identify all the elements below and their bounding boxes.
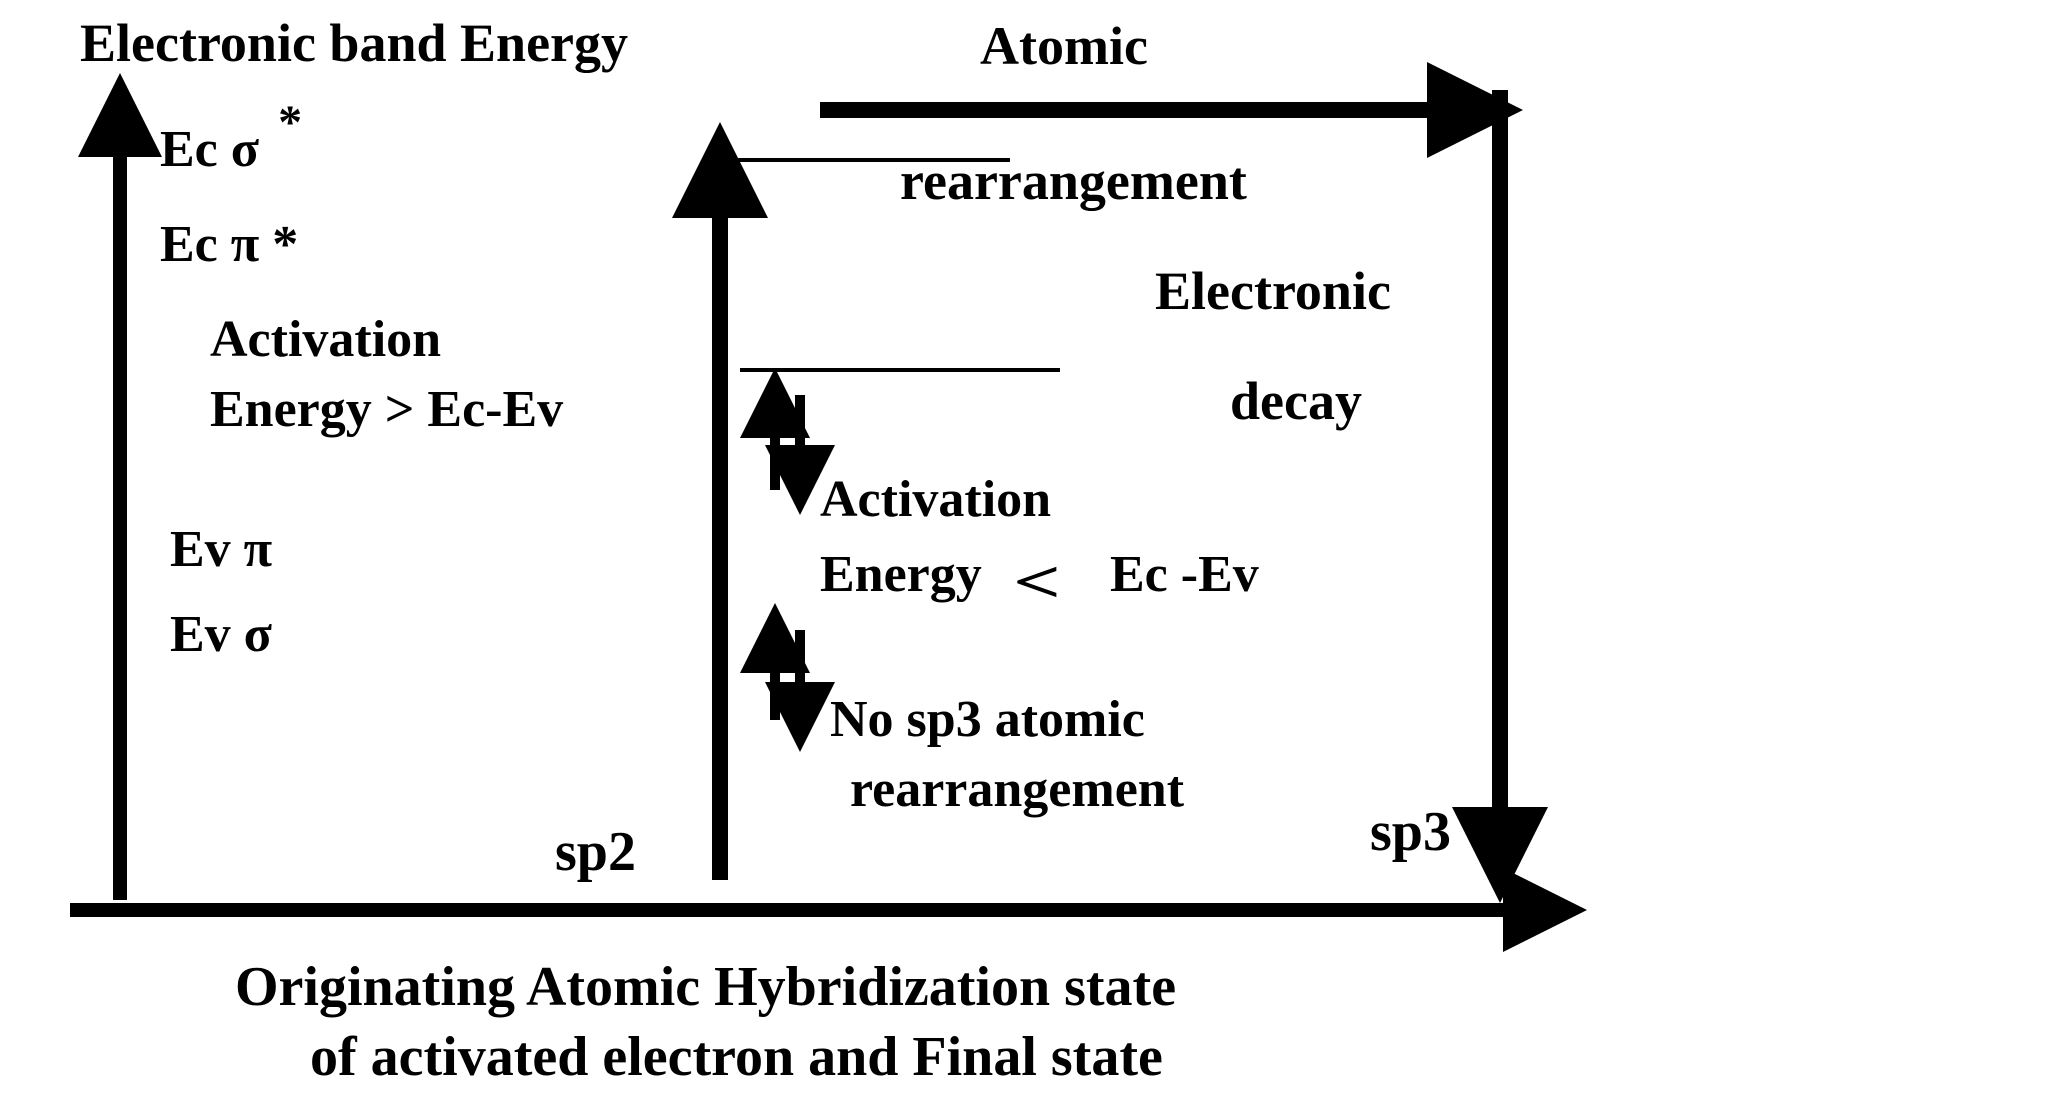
no-sp3-line2: rearrangement (850, 760, 1184, 819)
ev-pi-label: Ev π (170, 520, 272, 579)
activation-mid-line2b: Ec -Ev (1110, 545, 1259, 604)
rearrangement-top-label: rearrangement (900, 150, 1247, 212)
no-sp3-line1: No sp3 atomic (830, 690, 1145, 749)
lt-symbol: < (1013, 548, 1061, 617)
atomic-top-label: Atomic (980, 15, 1148, 77)
ec-sigma-text: Ec σ (160, 121, 259, 178)
activation-left-line2: Energy > Ec-Ev (210, 380, 563, 439)
x-axis-title-line2: of activated electron and Final state (310, 1025, 1163, 1089)
ec-sigma-star-label: Ec σ * (160, 120, 296, 179)
y-axis-title: Electronic band Energy (80, 12, 628, 74)
activation-left-line1: Activation (210, 310, 441, 369)
sp3-label: sp3 (1370, 800, 1451, 864)
ev-sigma-label: Ev σ (170, 605, 272, 664)
activation-mid-line2a: Energy (820, 545, 982, 604)
x-axis-title-line1: Originating Atomic Hybridization state (235, 955, 1176, 1019)
ec-pi-star-label: Ec π * (160, 215, 298, 274)
decay-right-label: decay (1230, 370, 1362, 432)
sp2-label: sp2 (555, 820, 636, 884)
electronic-right-label: Electronic (1155, 260, 1391, 322)
activation-mid-line1: Activation (820, 470, 1051, 529)
star-sup: * (278, 96, 302, 149)
